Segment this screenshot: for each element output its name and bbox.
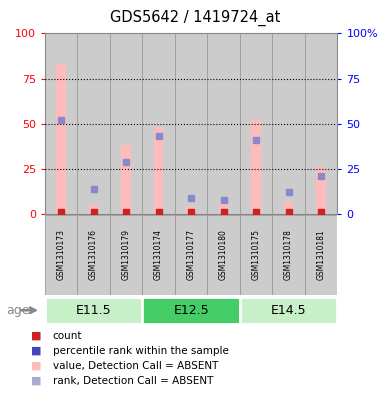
Bar [316,167,326,214]
Bar [142,215,175,295]
Bar [251,120,261,214]
Bar [154,127,163,214]
Bar [240,215,272,295]
Bar [45,297,142,324]
Bar [142,33,175,214]
Bar [110,215,142,295]
Text: GSM1310175: GSM1310175 [252,230,261,280]
Bar [89,205,98,214]
Bar [207,215,240,295]
Text: GDS5642 / 1419724_at: GDS5642 / 1419724_at [110,10,280,26]
Bar [207,33,240,214]
Bar [240,33,272,214]
Bar [45,33,77,214]
Text: GSM1310180: GSM1310180 [219,230,228,280]
Bar [175,33,207,214]
Bar [219,202,229,214]
Text: GSM1310173: GSM1310173 [57,230,66,280]
Text: GSM1310177: GSM1310177 [186,230,196,280]
Text: count: count [53,331,82,341]
Text: GSM1310178: GSM1310178 [284,230,293,280]
Text: rank, Detection Call = ABSENT: rank, Detection Call = ABSENT [53,376,213,386]
Bar [110,33,142,214]
Text: ■: ■ [31,346,42,356]
Bar [121,145,131,214]
Bar [305,215,337,295]
Text: E11.5: E11.5 [76,304,112,317]
Text: E12.5: E12.5 [173,304,209,317]
Bar [142,297,240,324]
Text: GSM1310181: GSM1310181 [317,230,326,280]
Bar [77,215,110,295]
Bar [186,207,196,214]
Text: percentile rank within the sample: percentile rank within the sample [53,346,229,356]
Text: GSM1310174: GSM1310174 [154,230,163,280]
Text: GSM1310176: GSM1310176 [89,230,98,280]
Text: ■: ■ [31,361,42,371]
Text: age: age [6,304,29,317]
Text: ■: ■ [31,376,42,386]
Bar [272,33,305,214]
Bar [305,33,337,214]
Text: ■: ■ [31,331,42,341]
Bar [77,33,110,214]
Text: GSM1310179: GSM1310179 [122,230,131,280]
Text: value, Detection Call = ABSENT: value, Detection Call = ABSENT [53,361,218,371]
Bar [45,215,77,295]
Bar [284,202,294,214]
Bar [272,215,305,295]
Bar [175,215,207,295]
Bar [240,297,337,324]
Text: E14.5: E14.5 [271,304,307,317]
Bar [56,64,66,214]
